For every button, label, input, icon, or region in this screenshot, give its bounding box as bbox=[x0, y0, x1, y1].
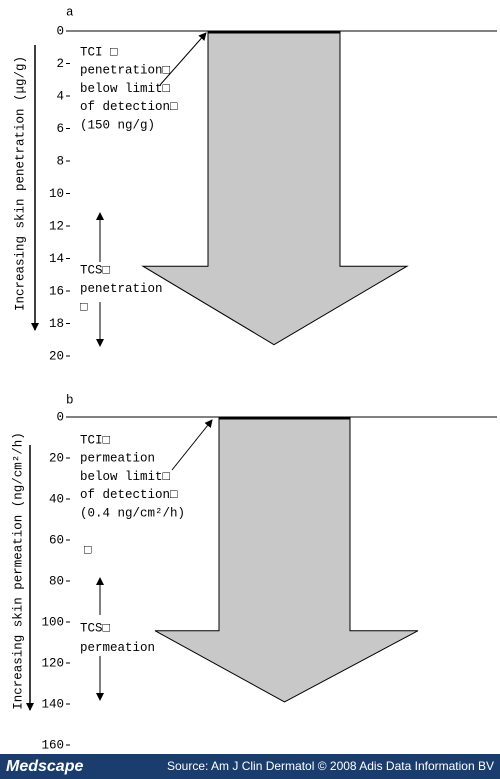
y-axis-label: Increasing skin permeation (ng/cm²/h) bbox=[11, 432, 25, 710]
y-tick-label: 140 bbox=[41, 697, 64, 711]
y-tick-label: 14 bbox=[49, 252, 64, 266]
y-tick-label: 18 bbox=[49, 317, 64, 331]
annotation: TCS□ bbox=[80, 263, 111, 277]
y-tick-label: 2 bbox=[56, 57, 64, 71]
annotation: TCI □ bbox=[80, 45, 118, 59]
annotation: □ bbox=[80, 300, 88, 314]
brand: Medscape bbox=[6, 758, 83, 775]
y-tick-label: 16 bbox=[49, 284, 64, 298]
y-tick-label: 80 bbox=[49, 574, 64, 588]
annotation: TCI□ bbox=[80, 433, 111, 447]
y-tick-label: 12 bbox=[49, 219, 64, 233]
arrow bbox=[141, 30, 409, 346]
y-tick-label: 6 bbox=[56, 122, 64, 136]
pointer bbox=[159, 32, 207, 86]
y-tick-label: 0 bbox=[56, 410, 64, 424]
annotation: of detection□ bbox=[80, 100, 178, 114]
annotation: below limit□ bbox=[80, 82, 171, 96]
annotation: (0.4 ng/cm²/h) bbox=[80, 506, 185, 520]
annotation: penetration bbox=[80, 282, 163, 296]
y-tick-label: 20 bbox=[49, 349, 64, 363]
y-tick-label: 60 bbox=[49, 533, 64, 547]
y-axis-label: Increasing skin penetration (μg/g) bbox=[13, 56, 27, 311]
annotation: penetration□ bbox=[80, 64, 171, 78]
y-tick-label: 120 bbox=[41, 656, 64, 670]
y-tick-label: 8 bbox=[56, 154, 64, 168]
y-tick-label: 10 bbox=[49, 187, 64, 201]
annotation: below limit□ bbox=[80, 470, 171, 484]
panel-label: b bbox=[66, 393, 74, 407]
arrow bbox=[154, 416, 419, 703]
annotation: TCS□ bbox=[80, 621, 111, 635]
panel-label: a bbox=[66, 5, 74, 19]
y-tick-label: 100 bbox=[41, 615, 64, 629]
annotation: permeation bbox=[80, 641, 155, 655]
footer-bar bbox=[0, 754, 500, 779]
annotation: (150 ng/g) bbox=[80, 118, 155, 132]
y-tick-label: 160 bbox=[41, 738, 64, 752]
y-tick-label: 20 bbox=[49, 451, 64, 465]
y-tick-label: 4 bbox=[56, 89, 64, 103]
annotation: permeation bbox=[80, 452, 155, 466]
annotation: of detection□ bbox=[80, 488, 178, 502]
pointer bbox=[171, 419, 213, 471]
source: Source: Am J Clin Dermatol © 2008 Adis D… bbox=[167, 759, 494, 773]
y-tick-label: 0 bbox=[56, 24, 64, 38]
y-tick-label: 40 bbox=[49, 492, 64, 506]
annotation: □ bbox=[84, 543, 92, 557]
